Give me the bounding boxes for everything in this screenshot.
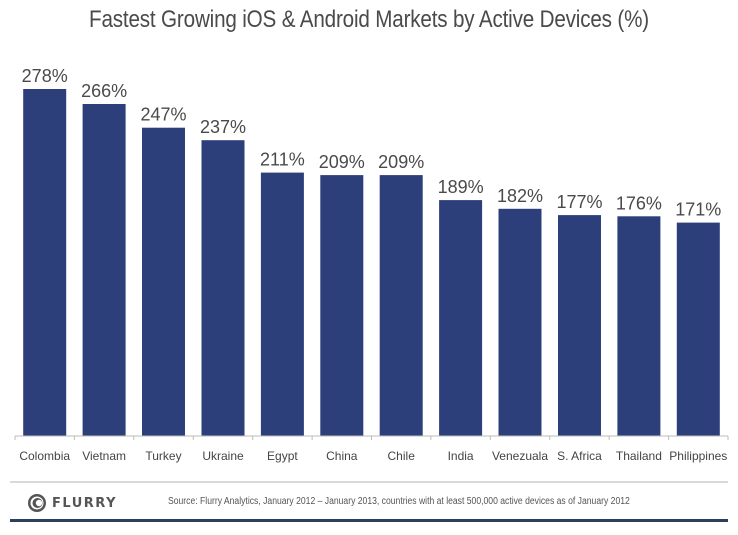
bar-chart: 278% 266% 247% 237% 211% 209% 209% 189% 182% 177%… (14, 66, 729, 463)
value-label: 247% (140, 105, 186, 125)
category-label: Vietnam (82, 449, 126, 463)
flurry-logo-icon (28, 494, 46, 512)
chart-title: Fastest Growing iOS & Android Markets by… (89, 6, 649, 33)
bar-vietnam (82, 104, 126, 436)
flurry-logo: FLURRY (27, 493, 117, 513)
x-axis (14, 435, 729, 440)
logo-text: FLURRY (52, 495, 117, 511)
category-label: Chile (388, 449, 416, 463)
category-label: Egypt (267, 449, 298, 463)
value-label: 209% (319, 152, 365, 172)
bar-s-africa (558, 215, 601, 436)
value-label: 209% (378, 152, 424, 172)
category-label: Ukraine (202, 449, 244, 463)
source-note: Source: Flurry Analytics, January 2012 –… (168, 496, 630, 507)
bars-group (23, 89, 720, 436)
bottom-rule (10, 519, 728, 522)
bar-colombia (23, 89, 67, 436)
bar-venezuala (498, 208, 542, 436)
bar-egypt (260, 172, 304, 436)
bar-ukraine (201, 140, 245, 436)
category-label: Turkey (145, 449, 181, 463)
bar-india (439, 200, 483, 436)
category-label: Venezuala (492, 449, 548, 463)
category-label: India (448, 449, 474, 463)
category-labels: Colombia Vietnam Turkey Ukraine Egypt China Ch… (19, 449, 727, 463)
bar-philippines (676, 222, 720, 436)
category-label: Colombia (19, 449, 70, 463)
category-label: China (326, 449, 358, 463)
footer-divider (10, 481, 728, 483)
value-label: 278% (22, 66, 68, 86)
value-label: 171% (675, 200, 721, 220)
value-label: 266% (81, 81, 127, 101)
category-label: Philippines (669, 449, 727, 463)
value-label: 182% (497, 186, 543, 206)
value-label: 237% (200, 117, 246, 137)
bar-china (320, 175, 364, 436)
value-label: 177% (556, 192, 602, 212)
bar-turkey (142, 127, 185, 436)
bar-chile (379, 175, 423, 436)
bar-thailand (617, 216, 661, 436)
value-labels: 278% 266% 247% 237% 211% 209% 209% 189% 182% 177%… (22, 66, 722, 220)
value-label: 189% (438, 177, 484, 197)
category-label: Thailand (616, 449, 662, 463)
category-label: S. Africa (557, 449, 602, 463)
value-label: 211% (260, 150, 305, 170)
value-label: 176% (616, 193, 662, 213)
